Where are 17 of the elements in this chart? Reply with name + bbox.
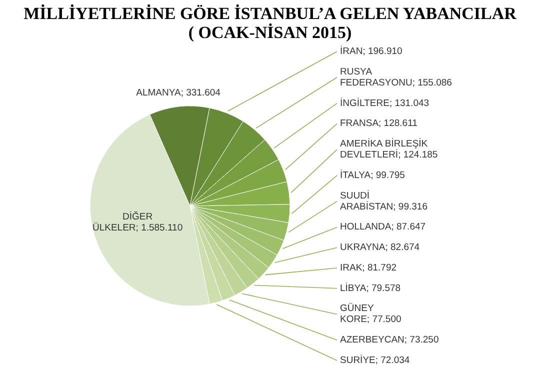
slice-label: ALMANYA; 331.604	[136, 88, 220, 99]
slice-label: AZERBEYCAN; 73.250	[340, 334, 439, 346]
slice-label: GÜNEY KORE; 77.500	[340, 303, 402, 326]
slice-label: İTALYA; 99.795	[340, 168, 405, 181]
slice-label: IRAK; 81.792	[340, 262, 397, 274]
slice-label: RUSYA FEDERASYONU; 155.086	[340, 66, 452, 88]
chart-title: MİLLİYETLERİNE GÖRE İSTANBUL’A GELEN YABANCILAR ( OCAK-NİSAN 2015)	[24, 4, 518, 42]
slice-label: İNGİLTERE; 131.043	[340, 96, 430, 109]
slice-label: HOLLANDA; 87.647	[340, 222, 426, 233]
slice-label: DİĞER ÜLKELER; 1.585.110	[92, 210, 183, 234]
slice-label: SURİYE; 72.034	[340, 354, 410, 366]
slice-label: UKRAYNA; 82.674	[340, 242, 420, 254]
slice-label: SUUDİ ARABİSTAN; 99.316	[340, 189, 428, 212]
slice-label: LİBYA; 79.578	[340, 282, 401, 294]
slice-label: AMERİKA BİRLEŞİK DEVLETLERİ; 124.185	[340, 138, 438, 161]
slice-label: FRANSA; 128.611	[340, 118, 418, 130]
slice-label: İRAN; 196.910	[340, 45, 402, 57]
